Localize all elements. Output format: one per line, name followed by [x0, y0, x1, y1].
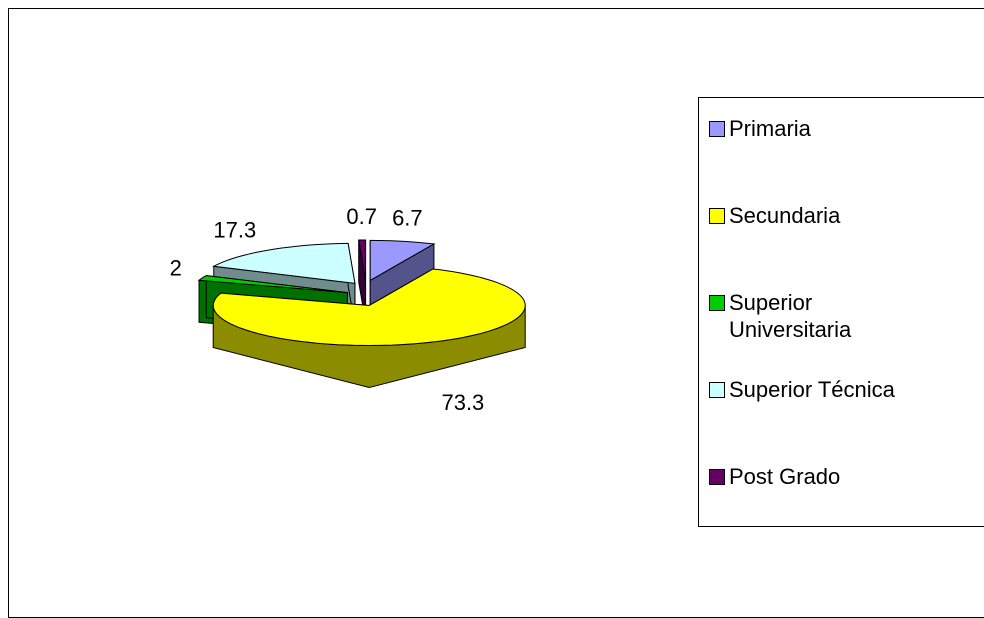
legend-label: Post Grado	[729, 464, 841, 489]
legend-swatch	[709, 469, 725, 485]
legend: Primaria Secundaria Superior Universitaria…	[698, 97, 984, 527]
legend-label: Superior Técnica	[729, 377, 895, 402]
data-label: 73.3	[441, 390, 484, 415]
legend-swatch	[709, 208, 725, 224]
legend-label: Primaria	[729, 116, 811, 141]
legend-swatch	[709, 295, 725, 311]
slice	[369, 239, 436, 282]
slice	[358, 239, 367, 281]
legend-item: Secundaria	[709, 202, 979, 229]
data-label: 6.7	[392, 206, 423, 231]
slice	[197, 275, 348, 294]
data-label: 0.7	[346, 204, 377, 229]
data-label: 17.3	[213, 218, 256, 243]
legend-swatch	[709, 121, 725, 137]
data-label: 2	[170, 256, 182, 281]
legend-swatch	[709, 382, 725, 398]
legend-item: Superior Universitaria	[709, 289, 979, 343]
legend-item: Superior Técnica	[709, 376, 979, 403]
slice	[212, 268, 526, 347]
slice	[212, 242, 356, 284]
legend-item: Post Grado	[709, 463, 979, 490]
legend-label: Superior Universitaria	[729, 290, 852, 342]
legend-item: Primaria	[709, 115, 979, 142]
legend-label: Secundaria	[729, 203, 841, 228]
